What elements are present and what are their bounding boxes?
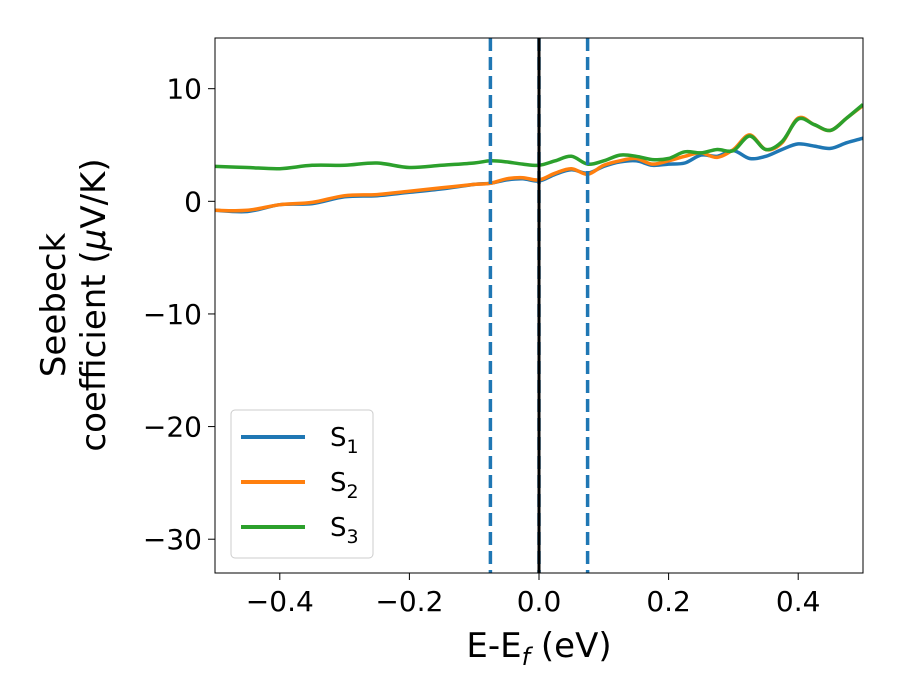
y-axis-label-line2: coefficient (μV/K)	[74, 158, 114, 451]
x-tick-label: 0.2	[646, 585, 691, 618]
legend-label-3: S3	[330, 513, 359, 548]
y-axis-label: Seebeck coefficient (μV/K)	[34, 158, 114, 451]
legend-label-1: S1	[330, 423, 359, 458]
legend: S1 S2 S3	[230, 409, 374, 559]
series-layer	[215, 103, 863, 214]
y-tick-label: −30	[143, 523, 202, 556]
x-tick-label: 0.0	[517, 585, 562, 618]
x-tick-label: −0.4	[246, 585, 314, 618]
axis-ticks: −0.4 −0.2 0.0 0.2 0.4 10 0 −10 −20 −30	[143, 73, 821, 618]
x-tick-label: −0.2	[375, 585, 443, 618]
y-tick-label: −10	[143, 298, 202, 331]
x-axis-label: E-Ef (eV)	[466, 626, 611, 671]
series-line-3	[215, 103, 863, 171]
y-tick-label: 0	[184, 185, 202, 218]
y-tick-label: 10	[166, 73, 202, 106]
x-tick-label: 0.4	[776, 585, 821, 618]
y-tick-label: −20	[143, 411, 202, 444]
y-axis-label-line1: Seebeck	[34, 233, 74, 378]
vertical-lines-layer	[488, 38, 590, 573]
legend-label-2: S2	[330, 468, 359, 503]
